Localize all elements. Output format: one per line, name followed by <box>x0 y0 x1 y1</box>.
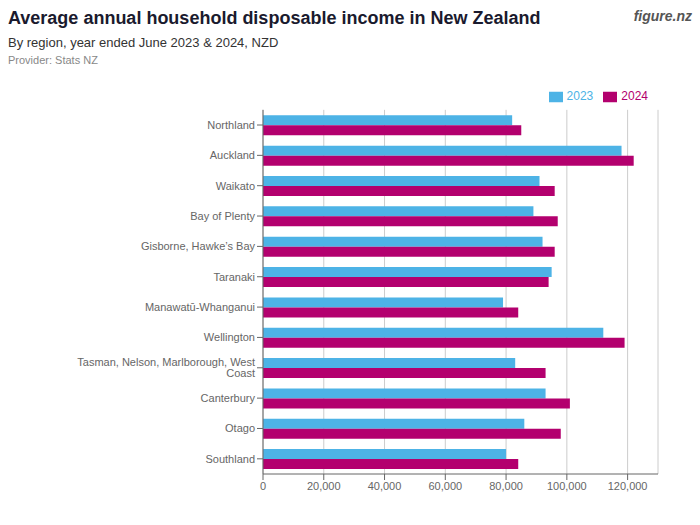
html-text:2023: 2023 <box>566 89 594 103</box>
svg-text:Tasman, Nelson, Marlborough, W: Tasman, Nelson, Marlborough, WestCoast <box>77 356 255 379</box>
svg-text:80,000: 80,000 <box>489 480 523 492</box>
svg-text:0: 0 <box>260 480 266 492</box>
svg-text:Auckland: Auckland <box>210 149 255 161</box>
svg-text:100,000: 100,000 <box>547 480 587 492</box>
svg-text:Taranaki: Taranaki <box>213 271 255 283</box>
html-text:Average annual household dispo: Average annual household disposable inco… <box>8 8 541 28</box>
svg-text:60,000: 60,000 <box>428 480 462 492</box>
html-text:By region, year ended June 202: By region, year ended June 2023 & 2024, … <box>8 35 279 50</box>
svg-text:Waikato: Waikato <box>216 180 255 192</box>
svg-text:Northland: Northland <box>207 119 255 131</box>
svg-text:Wellington: Wellington <box>204 331 255 343</box>
html-text:Provider: Stats NZ: Provider: Stats NZ <box>8 54 98 66</box>
svg-text:Manawatū-Whanganui: Manawatū-Whanganui <box>145 301 255 313</box>
html-text:figure.nz: figure.nz <box>633 8 692 24</box>
svg-text:120,000: 120,000 <box>608 480 648 492</box>
svg-text:Canterbury: Canterbury <box>201 392 256 404</box>
svg-text:Otago: Otago <box>225 422 255 434</box>
svg-text:40,000: 40,000 <box>368 480 402 492</box>
svg-text:Bay of Plenty: Bay of Plenty <box>190 210 255 222</box>
svg-text:Southland: Southland <box>205 453 255 465</box>
svg-text:Gisborne, Hawke’s Bay: Gisborne, Hawke’s Bay <box>141 240 256 252</box>
svg-text:20,000: 20,000 <box>307 480 341 492</box>
html-text:2024: 2024 <box>621 89 648 103</box>
